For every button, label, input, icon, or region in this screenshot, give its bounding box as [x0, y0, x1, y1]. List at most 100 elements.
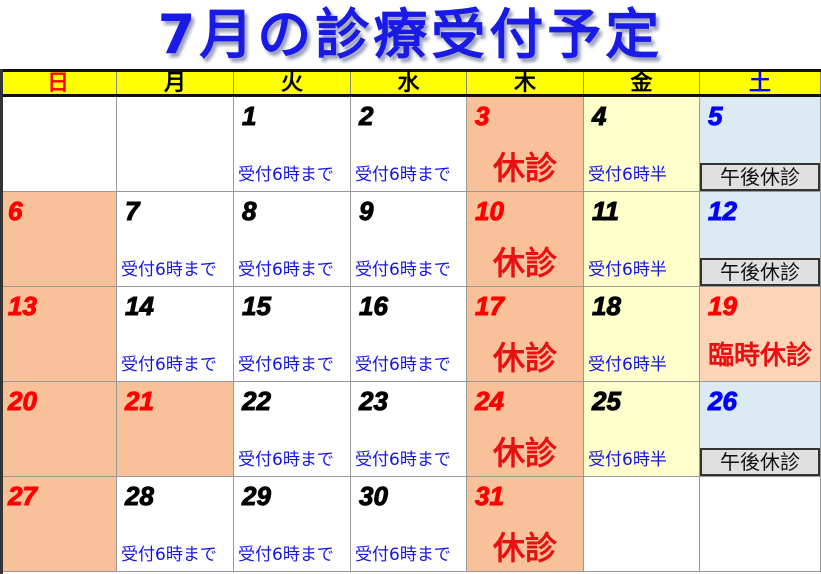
day-number: 2	[358, 101, 374, 132]
day-number: 8	[241, 196, 257, 227]
calendar-day-cell: 17 休診	[467, 287, 584, 382]
weekday-header: 日月火水木金土	[0, 69, 821, 97]
calendar-day-cell: 10 休診	[467, 192, 584, 287]
day-number: 14	[125, 291, 155, 322]
calendar-day-cell: 1 受付6時まで	[234, 97, 351, 192]
weekday-1: 月	[117, 72, 234, 96]
calendar-day-cell: 24 休診	[467, 382, 584, 477]
day-number: 19	[708, 291, 738, 322]
calendar-day-cell: 20	[0, 382, 117, 477]
calendar-day-cell: 16 受付6時まで	[351, 287, 467, 382]
calendar-day-cell	[584, 477, 700, 572]
reception-hours-note: 受付6時まで	[238, 450, 334, 470]
reception-hours-note: 受付6時まで	[355, 545, 451, 565]
closed-note: 休診	[492, 434, 557, 472]
day-number: 6	[7, 196, 23, 227]
day-number: 20	[8, 386, 38, 417]
calendar-day-cell: 8 受付6時まで	[234, 192, 351, 287]
calendar-day-cell	[117, 97, 234, 192]
day-number: 12	[708, 196, 738, 227]
day-number: 21	[125, 386, 155, 417]
day-number: 17	[475, 291, 505, 322]
closed-note: 休診	[492, 339, 557, 377]
day-number: 5	[707, 101, 723, 132]
calendar-day-cell: 2 受付6時まで	[351, 97, 467, 192]
weekday-0: 日	[0, 72, 117, 96]
reception-hours-note: 受付6時半	[588, 260, 667, 280]
calendar-day-cell: 28 受付6時まで	[117, 477, 234, 572]
weekday-6: 土	[700, 72, 821, 96]
temporary-closed-note: 臨時休診	[707, 341, 812, 371]
closed-note: 休診	[492, 529, 557, 567]
calendar-day-cell: 4 受付6時半	[584, 97, 700, 192]
reception-hours-note: 受付6時まで	[238, 260, 334, 280]
day-number: 25	[592, 386, 622, 417]
calendar-day-cell: 27	[0, 477, 117, 572]
day-number: 13	[8, 291, 38, 322]
reception-hours-note: 受付6時まで	[355, 355, 451, 375]
day-number: 9	[358, 196, 374, 227]
day-number: 31	[475, 481, 505, 512]
calendar-day-cell: 21	[117, 382, 234, 477]
day-number: 10	[475, 196, 505, 227]
calendar-day-cell: 29 受付6時まで	[234, 477, 351, 572]
day-number: 15	[242, 291, 272, 322]
day-number: 23	[359, 386, 389, 417]
reception-hours-note: 受付6時半	[588, 165, 667, 185]
calendar-day-cell: 18 受付6時半	[584, 287, 700, 382]
day-number: 30	[359, 481, 389, 512]
day-number: 7	[124, 196, 140, 227]
weekday-3: 水	[351, 72, 467, 96]
calendar-day-cell	[700, 477, 821, 572]
calendar-day-cell: 13	[0, 287, 117, 382]
day-number: 11	[592, 196, 620, 227]
calendar-day-cell: 23 受付6時まで	[351, 382, 467, 477]
day-number: 29	[242, 481, 272, 512]
calendar-day-cell: 11 受付6時半	[584, 192, 700, 287]
reception-hours-note: 受付6時まで	[238, 165, 334, 185]
calendar-day-cell: 22 受付6時まで	[234, 382, 351, 477]
reception-hours-note: 受付6時まで	[121, 545, 217, 565]
day-number: 3	[474, 101, 490, 132]
weekday-4: 木	[467, 72, 584, 96]
reception-hours-note: 受付6時まで	[355, 450, 451, 470]
day-number: 4	[591, 101, 607, 132]
weekday-5: 金	[584, 72, 700, 96]
day-number: 1	[241, 101, 257, 132]
calendar-day-cell: 26 午後休診	[700, 382, 821, 477]
afternoon-closed-note: 午後休診	[700, 448, 820, 476]
afternoon-closed-note: 午後休診	[700, 163, 820, 191]
day-number: 27	[8, 481, 38, 512]
afternoon-closed-note: 午後休診	[700, 258, 820, 286]
closed-note: 休診	[492, 149, 557, 187]
reception-hours-note: 受付6時まで	[355, 165, 451, 185]
calendar-day-cell: 19 臨時休診	[700, 287, 821, 382]
reception-hours-note: 受付6時まで	[121, 260, 217, 280]
calendar-day-cell	[0, 97, 117, 192]
left-border	[0, 69, 3, 574]
calendar-day-cell: 6	[0, 192, 117, 287]
day-number: 16	[359, 291, 389, 322]
weekday-2: 火	[234, 72, 351, 96]
reception-hours-note: 受付6時まで	[238, 545, 334, 565]
reception-hours-note: 受付6時半	[588, 450, 667, 470]
day-number: 26	[708, 386, 738, 417]
day-number: 28	[125, 481, 155, 512]
calendar-day-cell: 7 受付6時まで	[117, 192, 234, 287]
calendar-day-cell: 25 受付6時半	[584, 382, 700, 477]
reception-hours-note: 受付6時まで	[355, 260, 451, 280]
reception-hours-note: 受付6時まで	[238, 355, 334, 375]
closed-note: 休診	[492, 244, 557, 282]
calendar-day-cell: 15 受付6時まで	[234, 287, 351, 382]
day-number: 24	[475, 386, 505, 417]
reception-hours-note: 受付6時まで	[121, 355, 217, 375]
day-number: 18	[592, 291, 622, 322]
calendar-day-cell: 14 受付6時まで	[117, 287, 234, 382]
calendar-day-cell: 12 午後休診	[700, 192, 821, 287]
day-number: 22	[242, 386, 272, 417]
calendar-day-cell: 9 受付6時まで	[351, 192, 467, 287]
calendar-day-cell: 3 休診	[467, 97, 584, 192]
calendar-day-cell: 31 休診	[467, 477, 584, 572]
calendar-day-cell: 5 午後休診	[700, 97, 821, 192]
calendar-day-cell: 30 受付6時まで	[351, 477, 467, 572]
